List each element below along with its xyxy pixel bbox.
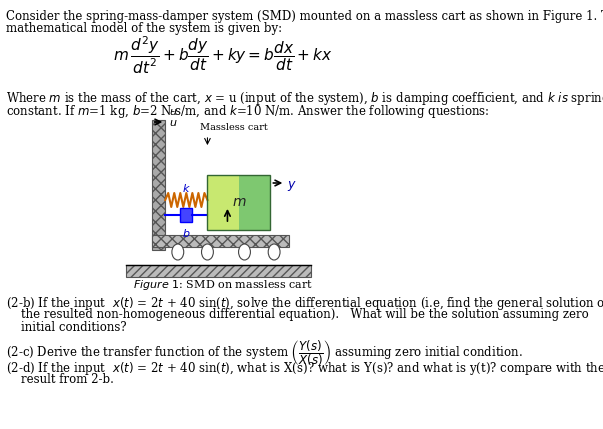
Text: result from 2-b.: result from 2-b. <box>21 373 113 386</box>
Circle shape <box>239 244 250 260</box>
Text: $u$: $u$ <box>169 107 177 117</box>
Text: $b$: $b$ <box>182 227 191 239</box>
Bar <box>152 120 165 250</box>
Bar <box>180 208 192 222</box>
Text: mathematical model of the system is given by:: mathematical model of the system is give… <box>6 22 282 35</box>
Text: (2-d) If the input  $x(t)$ = 2$t$ + 40 sin($t$), what is X(s)? what is Y(s)? and: (2-d) If the input $x(t)$ = 2$t$ + 40 si… <box>6 360 603 377</box>
Text: the resulted non-homogeneous differential equation).   What will be the solution: the resulted non-homogeneous differentia… <box>21 308 589 321</box>
Circle shape <box>201 244 213 260</box>
Bar <box>152 235 289 247</box>
Text: $\it{Figure\ 1}$: SMD on massless cart: $\it{Figure\ 1}$: SMD on massless cart <box>133 278 313 292</box>
Text: $k$: $k$ <box>182 182 191 194</box>
Text: initial conditions?: initial conditions? <box>21 321 127 334</box>
Text: Massless cart: Massless cart <box>200 123 268 132</box>
Text: Where $\mathit{m}$ is the mass of the cart, $x$ = u (input of the system), $b$ i: Where $\mathit{m}$ is the mass of the ca… <box>6 90 603 107</box>
Bar <box>207 175 239 230</box>
Text: $\mathit{m}$: $\mathit{m}$ <box>232 196 246 209</box>
Bar <box>126 265 311 277</box>
Text: (2-c) Derive the transfer function of the system $\left(\dfrac{Y(s)}{X(s)}\right: (2-c) Derive the transfer function of th… <box>6 338 523 368</box>
Text: constant. If $m$=1 kg, $b$=2 N-s/m, and $k$=10 N/m. Answer the following questio: constant. If $m$=1 kg, $b$=2 N-s/m, and … <box>6 103 490 120</box>
Text: Consider the spring-mass-damper system (SMD) mounted on a massless cart as shown: Consider the spring-mass-damper system (… <box>6 10 603 23</box>
Text: $u$: $u$ <box>169 118 177 128</box>
Circle shape <box>268 244 280 260</box>
Text: $m\,\dfrac{d^2y}{dt^2}+b\dfrac{dy}{dt}+ky=b\dfrac{dx}{dt}+kx$: $m\,\dfrac{d^2y}{dt^2}+b\dfrac{dy}{dt}+k… <box>113 34 333 76</box>
Bar <box>239 175 270 230</box>
Text: (2-b) If the input  $x(t)$ = 2$t$ + 40 sin($t$), solve the differential equation: (2-b) If the input $x(t)$ = 2$t$ + 40 si… <box>6 295 603 312</box>
Circle shape <box>172 244 184 260</box>
Bar <box>207 175 270 230</box>
Text: $y$: $y$ <box>288 179 297 193</box>
